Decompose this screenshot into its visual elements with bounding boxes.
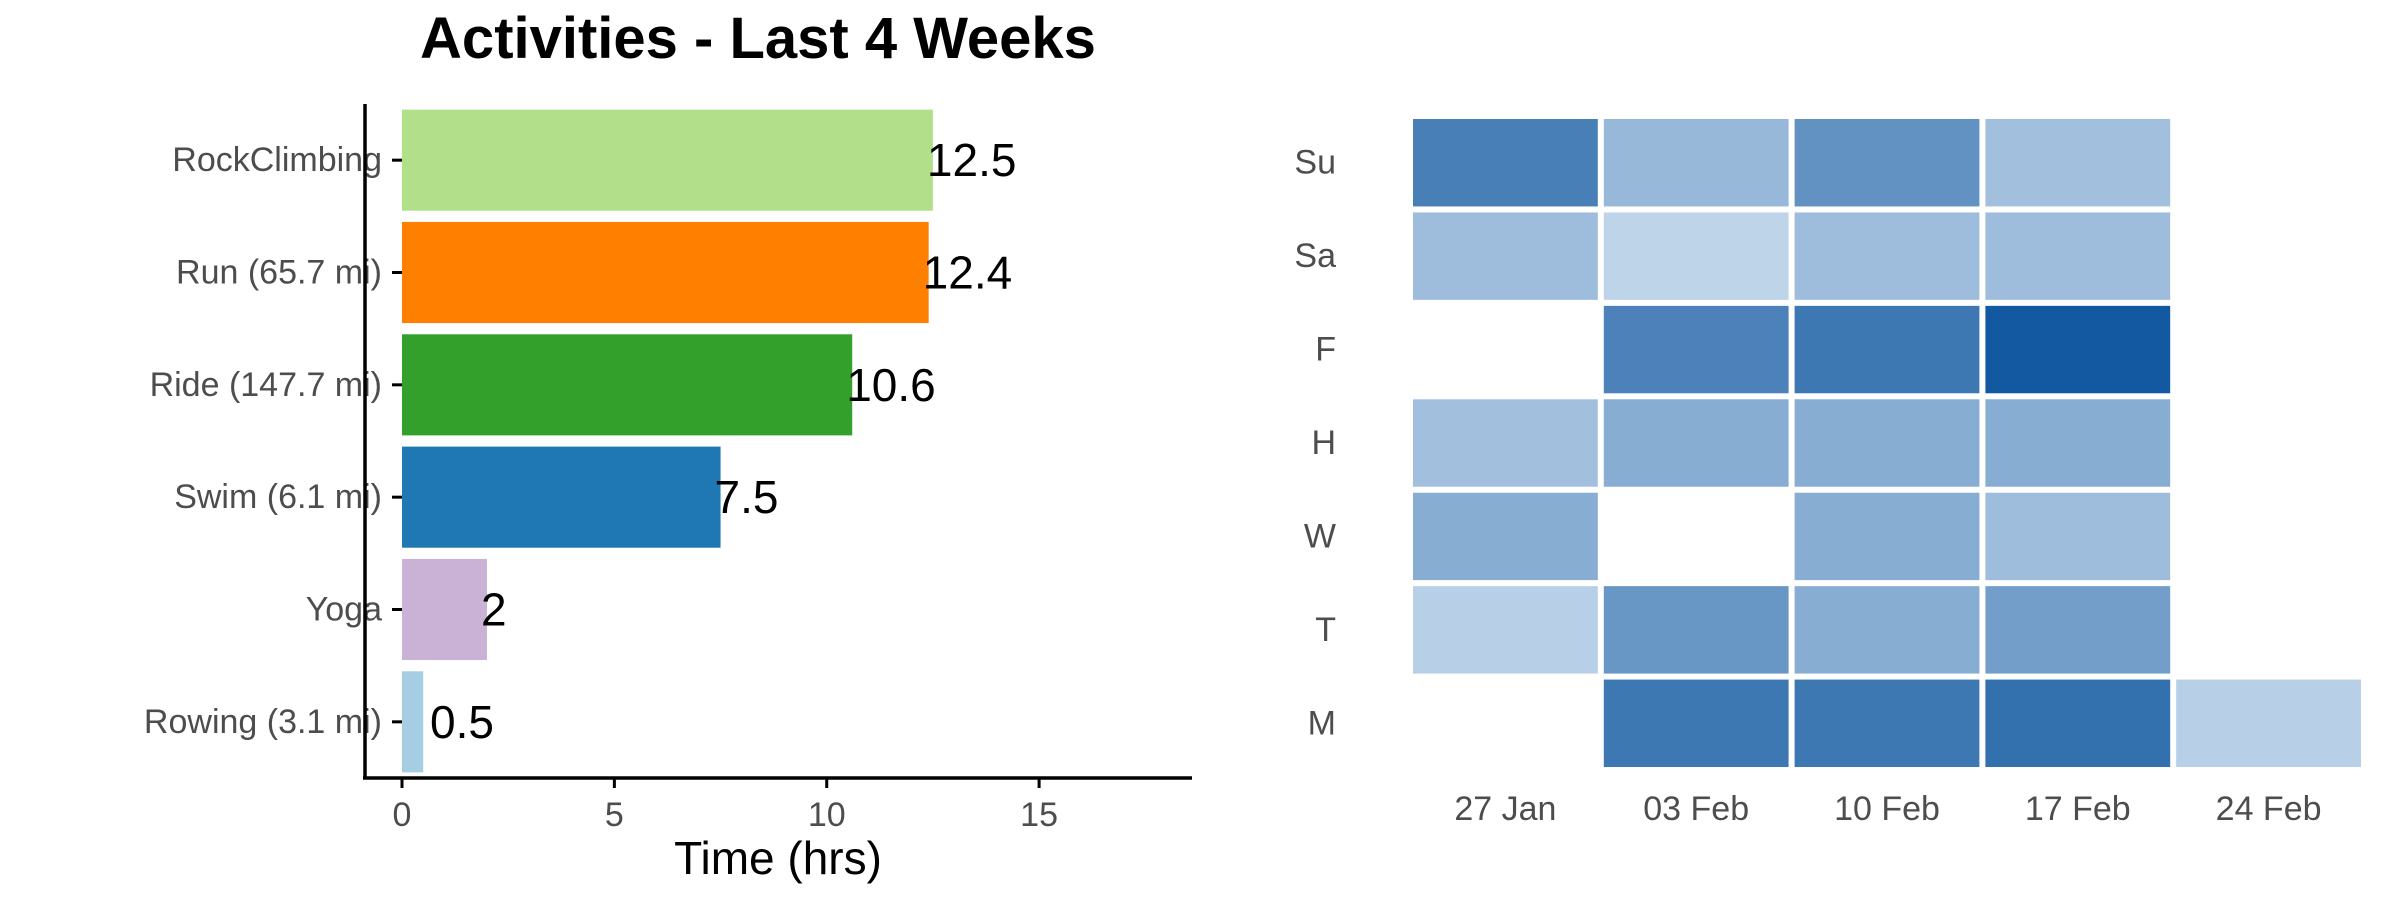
heatmap-col-label: 27 Jan bbox=[1454, 790, 1556, 828]
heatmap-cell bbox=[1603, 305, 1789, 394]
data-label: 10.6 bbox=[846, 359, 936, 411]
heatmap-cell bbox=[1413, 119, 1598, 207]
x-axis-title: Time (hrs) bbox=[674, 832, 882, 884]
heatmap-cell bbox=[1985, 679, 2171, 767]
heatmap-cell bbox=[1603, 212, 1789, 300]
bar bbox=[402, 334, 853, 436]
heatmap-cell bbox=[1603, 586, 1789, 674]
heatmap-cell bbox=[1985, 586, 2171, 674]
y-tick-label: RockClimbing bbox=[172, 141, 382, 179]
x-tick-label: 10 bbox=[808, 796, 846, 834]
heatmap-cell bbox=[1603, 119, 1789, 207]
heatmap-cell bbox=[1794, 679, 1980, 767]
heatmap-row-label: Sa bbox=[1294, 237, 1336, 275]
heatmap-cell bbox=[1985, 119, 2171, 207]
heatmap-col-label: 17 Feb bbox=[2025, 790, 2131, 828]
heatmap-row-label: T bbox=[1315, 611, 1336, 649]
bar bbox=[402, 221, 929, 324]
y-tick-label: Run (65.7 mi) bbox=[176, 254, 382, 292]
x-tick-label: 0 bbox=[393, 796, 412, 834]
x-tick-label: 15 bbox=[1020, 796, 1058, 834]
heatmap-cell bbox=[1985, 305, 2171, 394]
bar bbox=[402, 671, 424, 773]
heatmap-row-label: H bbox=[1311, 424, 1336, 462]
heatmap-cell bbox=[1985, 399, 2171, 487]
heatmap-cell bbox=[1985, 492, 2171, 581]
heatmap-cell bbox=[1794, 212, 1980, 300]
heatmap-row-label: W bbox=[1304, 517, 1336, 555]
heatmap-cell bbox=[1794, 586, 1980, 674]
heatmap-row-label: F bbox=[1315, 331, 1336, 369]
data-label: 12.4 bbox=[923, 247, 1013, 299]
heatmap-col-label: 10 Feb bbox=[1834, 790, 1940, 828]
y-tick-label: Yoga bbox=[306, 591, 382, 629]
chart-title: Activities - Last 4 Weeks bbox=[420, 6, 1096, 71]
data-label: 12.5 bbox=[927, 134, 1017, 186]
heatmap-cell bbox=[1413, 586, 1598, 674]
heatmap-cell bbox=[1603, 399, 1789, 487]
heatmap-row-label: Su bbox=[1294, 144, 1336, 182]
heatmap-col-label: 03 Feb bbox=[1643, 790, 1749, 828]
heatmap-cell bbox=[1413, 399, 1598, 487]
heatmap-cell bbox=[1603, 679, 1789, 767]
y-tick-label: Rowing (3.1 mi) bbox=[144, 703, 382, 741]
x-tick-label: 5 bbox=[605, 796, 624, 834]
bar bbox=[402, 446, 721, 548]
heatmap-cell bbox=[1794, 305, 1980, 394]
heatmap-cell bbox=[1985, 212, 2171, 300]
data-label: 7.5 bbox=[715, 471, 779, 523]
heatmap-cell bbox=[1794, 119, 1980, 207]
data-label: 2 bbox=[481, 584, 507, 636]
heatmap-row-label: M bbox=[1308, 704, 1336, 742]
y-tick-label: Swim (6.1 mi) bbox=[174, 478, 382, 516]
heatmap-cell bbox=[1794, 399, 1980, 487]
heatmap-chart: Su Sa F H W T M 27 Jan 03 Feb 10 Feb 17 Feb 24 Feb bbox=[1294, 119, 2361, 828]
heatmap-cell bbox=[1413, 492, 1598, 581]
bar bbox=[402, 558, 487, 661]
bar bbox=[402, 109, 933, 211]
y-tick-label: Ride (147.7 mi) bbox=[150, 366, 382, 404]
heatmap-cell bbox=[2176, 679, 2361, 767]
bar-chart: RockClimbing 12.5 Run (65.7 mi) 12.4 Ride (1… bbox=[144, 104, 1192, 834]
heatmap-col-label: 24 Feb bbox=[2216, 790, 2322, 828]
data-label: 0.5 bbox=[430, 696, 494, 748]
heatmap-cell bbox=[1413, 212, 1598, 300]
heatmap-cell bbox=[1794, 492, 1980, 581]
